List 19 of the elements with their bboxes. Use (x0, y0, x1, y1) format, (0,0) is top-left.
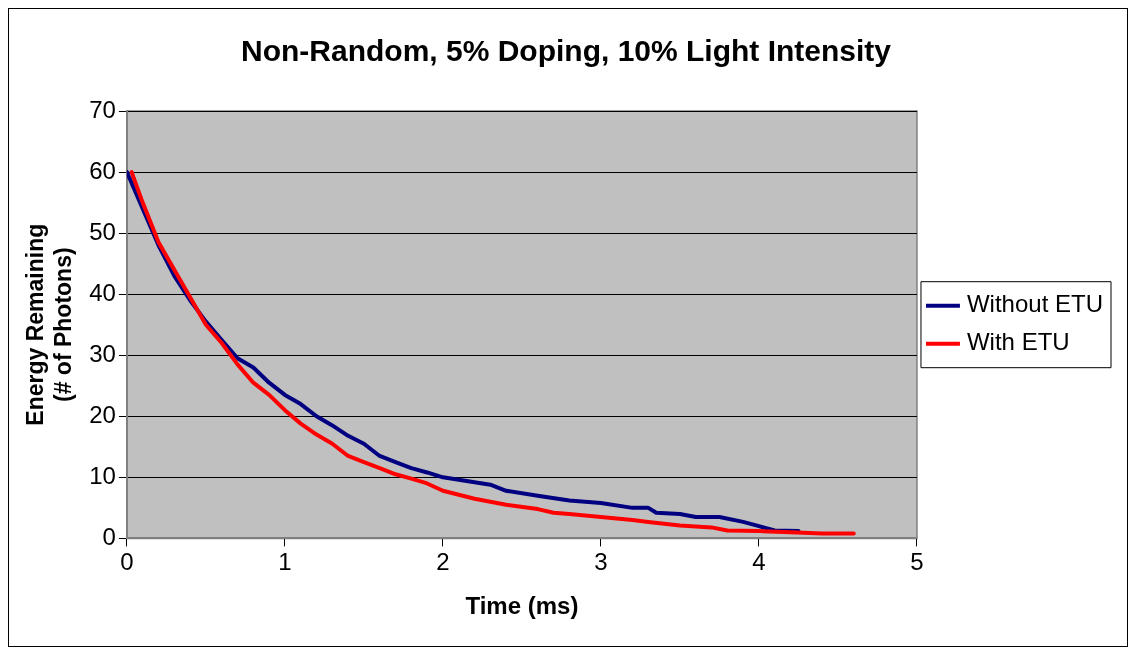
y-axis-title: Energy Remaining (# of Photons) (22, 223, 76, 426)
x-tick-label: 4 (752, 548, 766, 576)
y-tick-label: 60 (89, 156, 116, 184)
y-tick-label: 0 (102, 523, 116, 551)
y-tick-label: 20 (89, 400, 116, 428)
chart-title: Non-Random, 5% Doping, 10% Light Intensity (240, 34, 892, 68)
y-tick-label: 10 (89, 461, 116, 489)
legend-label: Without ETU (966, 290, 1103, 318)
y-tick-label: 50 (89, 217, 116, 245)
legend-label: With ETU (966, 328, 1070, 356)
y-tick-label: 70 (89, 95, 116, 123)
x-tick-label: 5 (910, 548, 924, 576)
x-tick-label: 3 (594, 548, 608, 576)
x-tick-label: 1 (278, 548, 292, 576)
x-tick-label: 2 (436, 548, 450, 576)
x-axis-title: Time (ms) (465, 592, 579, 620)
x-tick-label: 0 (120, 548, 134, 576)
y-tick-label: 40 (89, 278, 116, 306)
y-tick-label: 30 (89, 339, 116, 367)
